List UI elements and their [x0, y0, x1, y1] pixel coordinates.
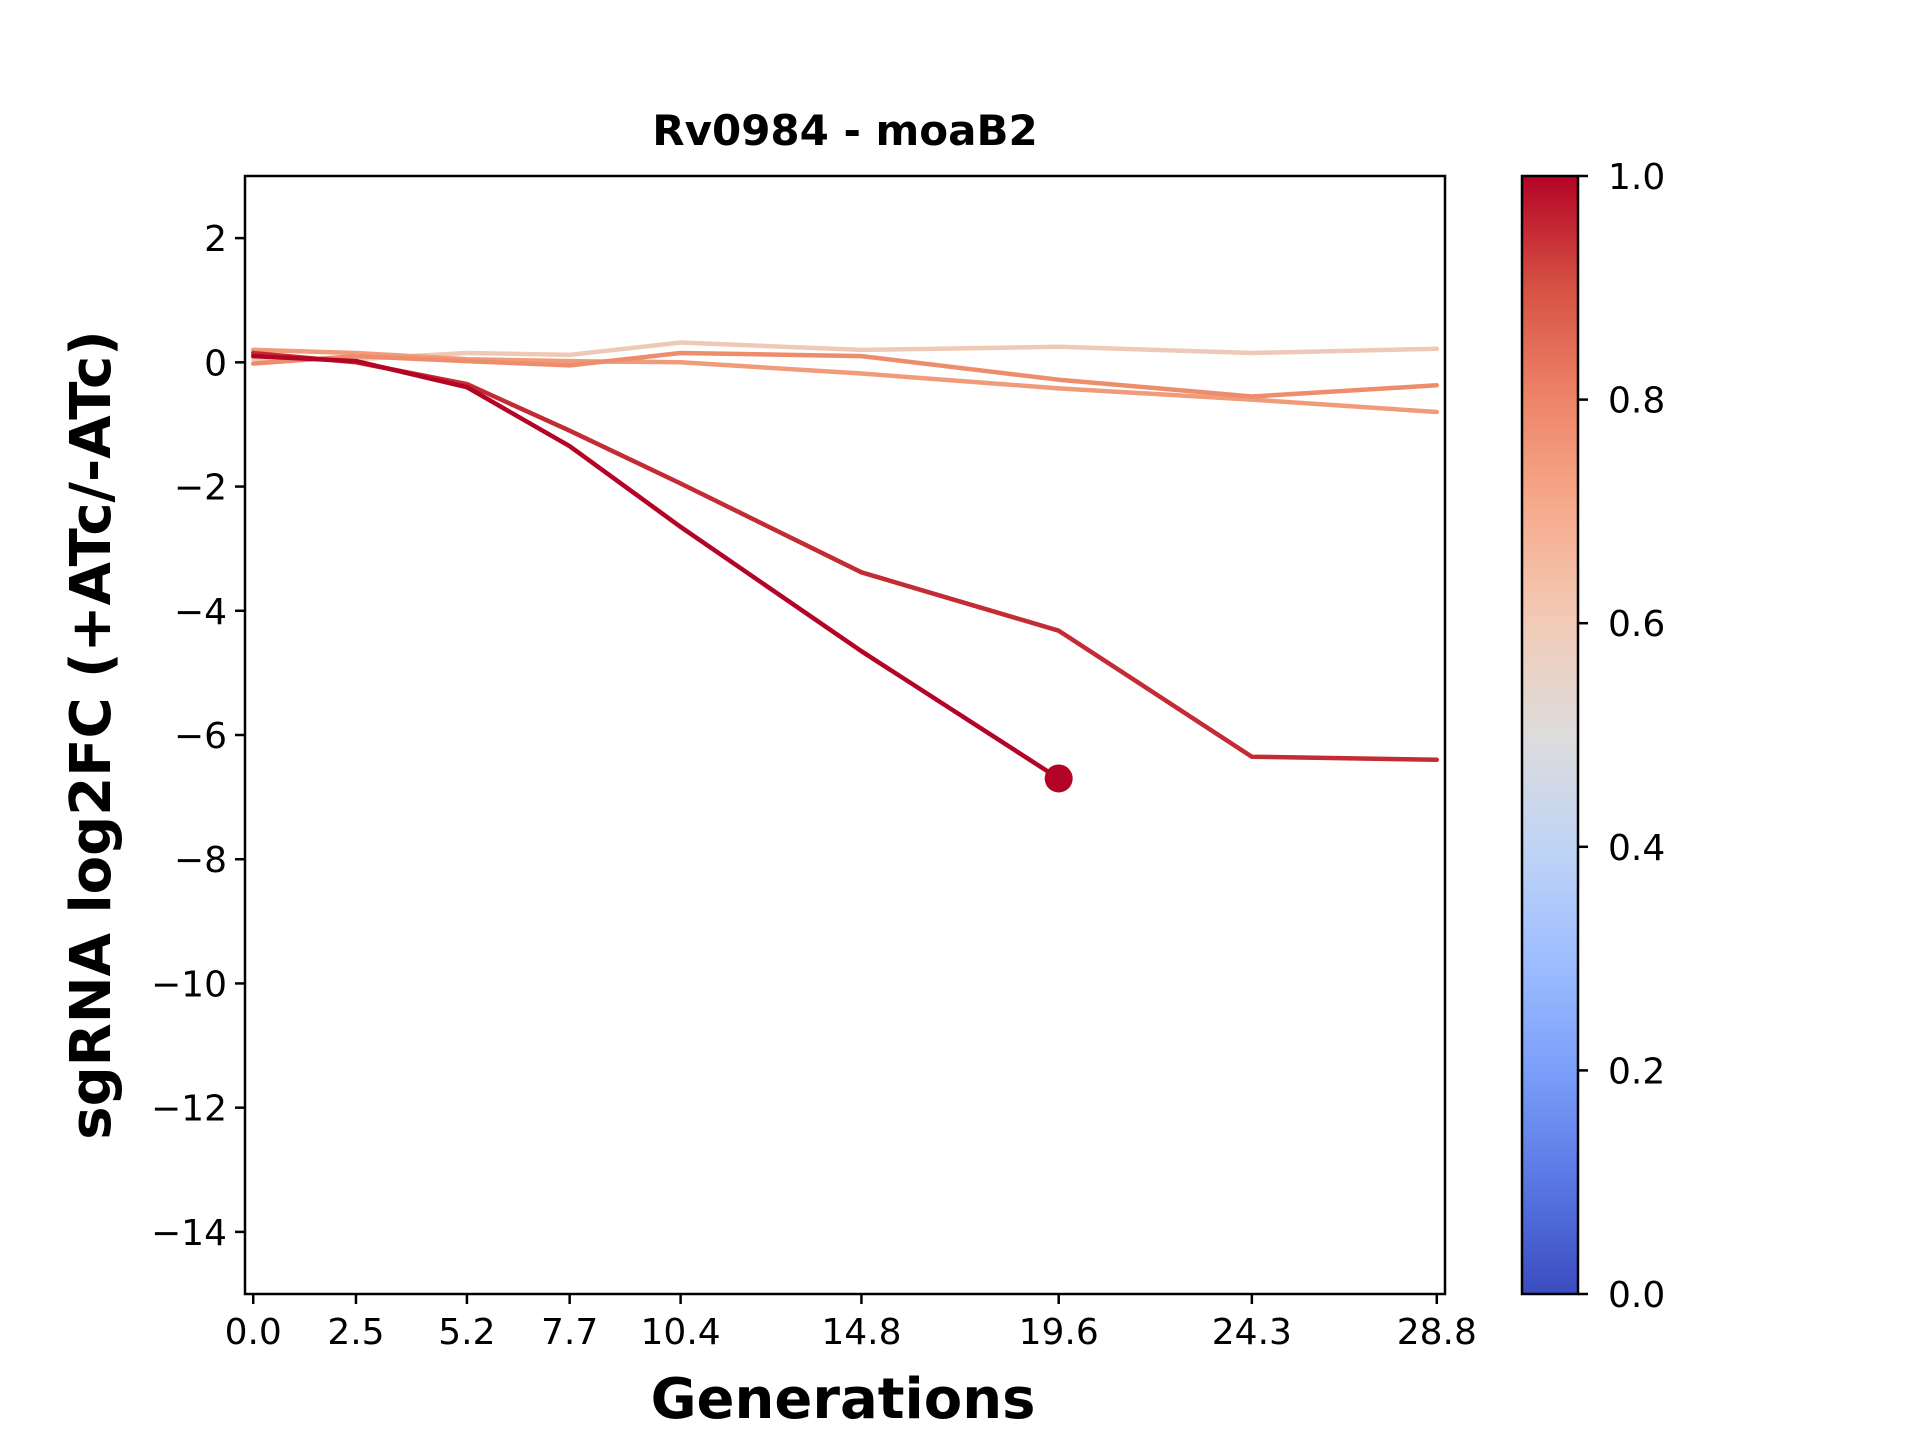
series-line-3 — [250, 350, 1440, 399]
colorbar — [1520, 174, 1580, 1296]
x-tick-label: 7.7 — [541, 1312, 598, 1353]
y-tick-label: 2 — [204, 219, 227, 260]
series-end-marker-5 — [1044, 764, 1073, 793]
x-axis: 0.0 2.5 5.2 7.7 10.4 14.8 19.6 24.3 28.8 — [225, 1294, 1477, 1353]
colorbar-tick-label: 1.0 — [1608, 157, 1665, 198]
x-tick-label: 5.2 — [438, 1312, 495, 1353]
x-tick-label: 10.4 — [641, 1312, 721, 1353]
series-layer — [250, 340, 1440, 793]
x-tick-label: 28.8 — [1397, 1312, 1477, 1353]
y-tick-label: −8 — [174, 840, 227, 881]
y-tick-label: 0 — [204, 343, 227, 384]
colorbar-tick-label: 0.2 — [1608, 1051, 1665, 1092]
colorbar-tick-label: 0.6 — [1608, 604, 1665, 645]
y-tick-label: −6 — [174, 716, 227, 757]
y-tick-label: −14 — [151, 1213, 227, 1254]
x-tick-label: 19.6 — [1019, 1312, 1099, 1353]
colorbar-tick-label: 0.8 — [1608, 381, 1665, 422]
series-line-2 — [250, 347, 1440, 415]
x-tick-label: 24.3 — [1212, 1312, 1292, 1353]
x-tick-label: 2.5 — [327, 1312, 384, 1353]
x-tick-label: 0.0 — [225, 1312, 282, 1353]
x-axis-label: Generations — [651, 1367, 1036, 1432]
chart-title: Rv0984 - moaB2 — [652, 106, 1038, 155]
colorbar-tick-label: 0.0 — [1608, 1275, 1665, 1316]
colorbar-axis: 0.0 0.2 0.4 0.6 0.8 1.0 — [1578, 157, 1665, 1316]
y-tick-label: −2 — [174, 468, 227, 509]
y-axis-label: sgRNA log2FC (+ATc/-ATc) — [59, 330, 124, 1140]
x-tick-label: 14.8 — [821, 1312, 901, 1353]
y-tick-label: −12 — [151, 1089, 227, 1130]
y-axis: 2 0 −2 −4 −6 −8 −10 −12 −14 — [151, 219, 245, 1254]
series-line-5 — [250, 353, 1061, 781]
plot-frame — [243, 174, 1447, 1296]
colorbar-tick-label: 0.4 — [1608, 828, 1665, 869]
series-line-4 — [250, 350, 1440, 763]
y-tick-label: −4 — [174, 592, 227, 633]
y-tick-label: −10 — [151, 964, 227, 1005]
